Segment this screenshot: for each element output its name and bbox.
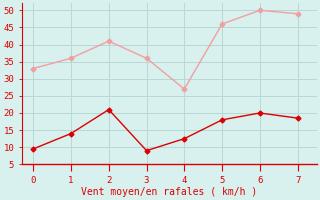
X-axis label: Vent moyen/en rafales ( km/h ): Vent moyen/en rafales ( km/h ) <box>81 187 257 197</box>
